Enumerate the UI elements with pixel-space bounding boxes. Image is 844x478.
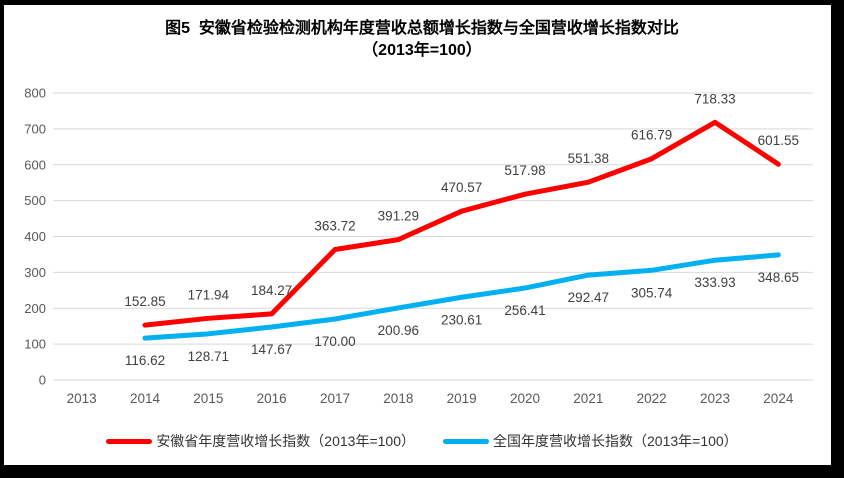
- data-label: 333.93: [694, 275, 735, 290]
- x-axis-label: 2024: [763, 391, 794, 406]
- y-axis-tick-label: 0: [39, 373, 46, 388]
- data-label: 152.85: [124, 294, 165, 309]
- data-label: 348.65: [758, 270, 799, 285]
- legend-item-national: 全国年度营收增长指数（2013年=100）: [443, 431, 738, 451]
- data-label: 230.61: [441, 312, 482, 327]
- x-axis-label: 2023: [700, 391, 730, 406]
- chart-legend: 安徽省年度营收增长指数（2013年=100） 全国年度营收增长指数（2013年=…: [0, 431, 844, 451]
- data-label: 147.67: [251, 342, 292, 357]
- data-label: 470.57: [441, 180, 482, 195]
- legend-label-anhui: 安徽省年度营收增长指数（2013年=100）: [156, 433, 415, 449]
- data-label: 616.79: [631, 128, 672, 143]
- y-axis-tick-label: 500: [24, 193, 46, 208]
- legend-item-anhui: 安徽省年度营收增长指数（2013年=100）: [106, 431, 415, 451]
- chart-title: 图5 安徽省检验检测机构年度营收总额增长指数与全国营收增长指数对比 （2013年…: [0, 18, 844, 62]
- anhui-series-swatch: [106, 438, 153, 444]
- x-axis-label: 2018: [383, 391, 413, 406]
- data-label: 292.47: [568, 290, 609, 305]
- national-series-swatch: [443, 438, 489, 444]
- y-axis-tick-label: 700: [24, 121, 46, 136]
- chart-title-line-2: （2013年=100）: [362, 42, 482, 59]
- y-axis-tick-label: 600: [24, 157, 46, 172]
- y-axis-tick-label: 200: [24, 301, 46, 316]
- data-label: 184.27: [251, 283, 292, 298]
- x-axis-label: 2017: [320, 391, 350, 406]
- x-axis-label: 2013: [67, 391, 97, 406]
- x-axis-label: 2014: [130, 391, 161, 406]
- data-label: 171.94: [188, 287, 230, 302]
- data-label: 305.74: [631, 285, 673, 300]
- x-axis-label: 2022: [637, 391, 667, 406]
- data-label: 256.41: [504, 303, 545, 318]
- x-axis-label: 2016: [257, 391, 287, 406]
- data-label: 601.55: [758, 133, 799, 148]
- data-label: 116.62: [125, 353, 165, 368]
- y-axis-tick-label: 400: [24, 229, 46, 244]
- x-axis-label: 2020: [510, 391, 540, 406]
- x-axis-label: 2019: [447, 391, 477, 406]
- data-label: 363.72: [314, 219, 355, 234]
- y-axis-tick-label: 100: [24, 337, 46, 352]
- chart-title-line-1: 图5 安徽省检验检测机构年度营收总额增长指数与全国营收增长指数对比: [165, 20, 679, 37]
- y-axis-tick-label: 800: [24, 86, 46, 101]
- national-series-line: [142, 252, 781, 341]
- anhui-series-line: [142, 119, 781, 328]
- y-axis-tick-label: 300: [24, 265, 46, 280]
- x-axis-label: 2015: [193, 391, 223, 406]
- data-label: 517.98: [504, 163, 545, 178]
- data-label: 718.33: [694, 91, 735, 106]
- data-label: 128.71: [188, 349, 229, 364]
- data-label: 170.00: [314, 334, 355, 349]
- legend-label-national: 全国年度营收增长指数（2013年=100）: [493, 433, 738, 449]
- x-axis-label: 2021: [573, 391, 603, 406]
- data-label: 200.96: [378, 323, 419, 338]
- data-label: 391.29: [378, 209, 419, 224]
- data-label: 551.38: [568, 151, 609, 166]
